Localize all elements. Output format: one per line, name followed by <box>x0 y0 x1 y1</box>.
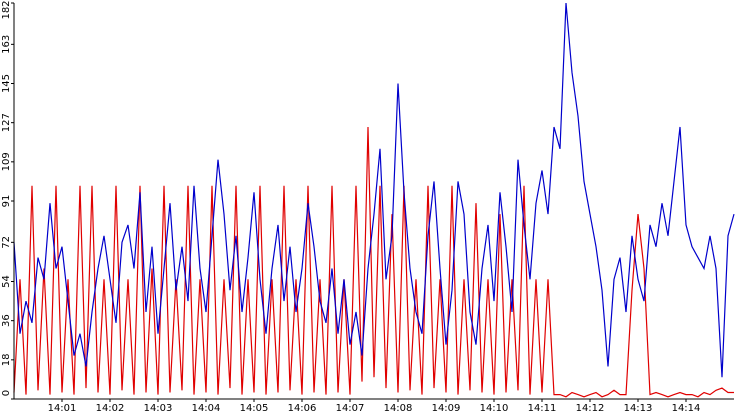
y-tick-label: 18 <box>1 353 12 366</box>
y-tick-label: 0 <box>1 390 12 396</box>
y-tick-label: 54 <box>1 275 12 288</box>
x-tick-label: 14:01 <box>48 403 77 414</box>
y-tick-label: 36 <box>1 314 12 327</box>
y-tick-label: 163 <box>1 35 12 54</box>
series-line <box>13 2 735 378</box>
x-tick-label: 14:05 <box>240 403 269 414</box>
x-tick-label: 14:14 <box>672 403 701 414</box>
x-tick-label: 14:06 <box>288 403 317 414</box>
x-tick-label: 14:09 <box>432 403 461 414</box>
x-tick-label: 14:02 <box>96 403 125 414</box>
x-tick-label: 14:04 <box>192 403 221 414</box>
x-tick-label: 14:03 <box>144 403 173 414</box>
y-tick-label: 72 <box>1 236 12 249</box>
y-tick-label: 127 <box>1 113 12 132</box>
x-tick-label: 14:07 <box>336 403 365 414</box>
x-tick-label: 14:08 <box>384 403 413 414</box>
y-tick-label: 91 <box>1 195 12 208</box>
x-tick-label: 14:11 <box>528 403 557 414</box>
x-tick-label: 14:13 <box>624 403 653 414</box>
y-tick-label: 109 <box>1 152 12 171</box>
x-tick-label: 14:12 <box>576 403 605 414</box>
y-tick-label: 182 <box>1 0 12 19</box>
series-line <box>13 126 734 398</box>
x-tick-label: 14:10 <box>480 403 509 414</box>
y-tick-label: 145 <box>1 74 12 93</box>
